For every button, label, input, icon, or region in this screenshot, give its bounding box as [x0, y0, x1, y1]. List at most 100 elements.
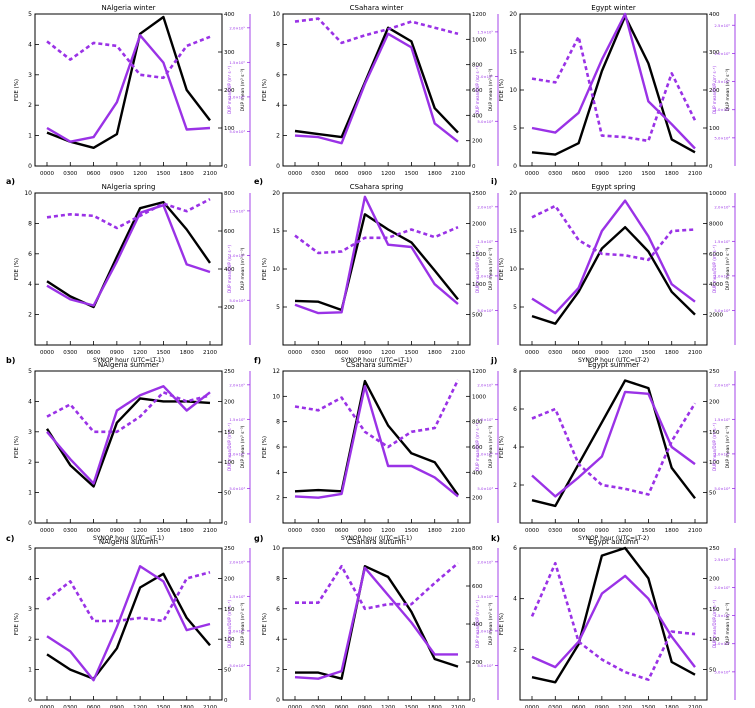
y-tick-label: 4 — [276, 469, 280, 476]
x-tick-label: 1200 — [381, 705, 395, 708]
series-line-dup-ratio — [531, 402, 697, 496]
y-tick-label: 10 — [509, 266, 517, 273]
y3-tick-label: 1.0×10⁵ — [229, 628, 245, 633]
y-tick-label: 0 — [28, 520, 32, 527]
y2-tick-label: 200 — [709, 88, 720, 94]
y3-tick-label: 2.0×10⁵ — [477, 204, 493, 209]
y-axis-label: FDE (%) — [14, 613, 20, 635]
x-tick-label: 1800 — [180, 528, 194, 534]
series-line-dup-ratio — [46, 571, 211, 623]
x-tick-label: 0000 — [525, 350, 539, 356]
x-tick-label: 1200 — [381, 171, 395, 177]
x-tick-label: 1500 — [641, 350, 655, 356]
y3-tick-label: 5.0×10⁴ — [477, 486, 493, 491]
series-line-dup-mean — [531, 199, 696, 315]
y-tick-label: 8 — [513, 368, 517, 375]
y3-tick-label: 1.0×10⁵ — [714, 641, 730, 646]
panel-letter: g) — [254, 534, 263, 543]
y3-tick-label: 1.5×10⁵ — [229, 594, 245, 599]
y-tick-label: 20 — [509, 190, 517, 197]
x-tick-label: 0000 — [525, 705, 539, 708]
y-tick-label: 10 — [272, 393, 280, 400]
x-tick-label: 1200 — [618, 528, 632, 534]
y-tick-label: 2 — [276, 495, 280, 502]
x-tick-label: 0300 — [63, 350, 77, 356]
x-tick-label: 2100 — [688, 350, 702, 356]
x-tick-label: 0000 — [525, 171, 539, 177]
y3-tick-label: 5.0×10⁴ — [714, 135, 730, 140]
y-tick-label: 1 — [28, 490, 32, 497]
y-tick-label: 4 — [28, 575, 32, 582]
x-tick-label: 2100 — [203, 171, 217, 177]
panel-letter: c) — [6, 534, 14, 543]
panel-letter: j) — [490, 356, 497, 365]
x-tick-label: 0900 — [110, 171, 124, 177]
y3-axis-label: DUP mean/DUP (m³ s⁻³) — [227, 245, 232, 293]
y2-tick-label: 200 — [224, 576, 235, 582]
panel-h: CSahara autumnh)000003000600090012001500… — [262, 538, 499, 708]
y2-tick-label: 200 — [224, 399, 235, 405]
plot-frame — [282, 370, 471, 524]
x-tick-label: 1800 — [665, 705, 679, 708]
x-tick-label: 1500 — [156, 171, 170, 177]
panel-title: Egypt summer — [588, 361, 639, 369]
series-line-dup-mean — [294, 195, 459, 315]
x-tick-label: 0900 — [110, 350, 124, 356]
y3-tick-label: 1.5×10⁵ — [229, 417, 245, 422]
x-tick-label: 1800 — [665, 350, 679, 356]
y3-tick-label: 5.0×10⁴ — [477, 308, 493, 313]
x-tick-label: 1800 — [428, 171, 442, 177]
series-line-dup-ratio — [531, 35, 697, 143]
y3-tick-label: 5.0×10⁴ — [714, 308, 730, 313]
y2-axis-label: DUP mean (m³ s⁻³) — [240, 247, 246, 290]
y2-tick-label: 0 — [224, 164, 228, 170]
y3-axis-label: DUP mean/DUP (m³ s⁻³) — [712, 66, 717, 114]
x-tick-label: 0600 — [335, 171, 349, 177]
panel-letter: e) — [254, 177, 263, 186]
y2-tick-label: 600 — [224, 229, 235, 235]
y-tick-label: 2 — [276, 133, 280, 140]
x-tick-label: 0300 — [311, 171, 325, 177]
y2-tick-label: 600 — [472, 88, 483, 94]
y2-axis-label: DUP mean (m³ s⁻³) — [240, 425, 246, 468]
y2-tick-label: 200 — [224, 88, 235, 94]
y3-axis-label: DUP mean/DUP (m³ s⁻³) — [475, 600, 480, 648]
series-line-dup-ratio — [531, 204, 696, 262]
x-tick-label: 0000 — [288, 705, 302, 708]
x-tick-label: 0300 — [311, 350, 325, 356]
x-tick-label: 0900 — [358, 705, 372, 708]
series-line-fde — [46, 572, 211, 680]
panel-title: CSahara winter — [350, 4, 404, 12]
y2-tick-label: 0 — [709, 164, 713, 170]
y2-tick-label: 8000 — [709, 221, 723, 227]
x-tick-label: 0000 — [40, 350, 54, 356]
x-tick-label: 1500 — [641, 528, 655, 534]
x-tick-label: 0300 — [311, 705, 325, 708]
x-tick-label: 0900 — [595, 171, 609, 177]
y2-axis-label: DUP mean (m³ s⁻³) — [488, 425, 494, 468]
x-tick-label: 0900 — [595, 528, 609, 534]
y2-tick-label: 2000 — [709, 313, 723, 319]
y-tick-label: 4 — [28, 398, 32, 405]
y-tick-label: 15 — [509, 49, 517, 56]
x-tick-label: 0300 — [548, 705, 562, 708]
series-line-dup-mean — [531, 390, 696, 498]
y3-tick-label: 2.5×10⁵ — [714, 23, 730, 28]
series-line-fde — [294, 213, 459, 312]
y-tick-label: 2 — [28, 636, 32, 643]
y3-axis-label: DUP mean/DUP (m³ s⁻³) — [475, 66, 480, 114]
y-tick-label: 2 — [513, 646, 517, 653]
y3-tick-label: 2.0×10⁵ — [714, 51, 730, 56]
y3-tick-label: 2.0×10⁵ — [714, 382, 730, 387]
y2-tick-label: 0 — [224, 521, 228, 527]
y-tick-label: 1 — [28, 133, 32, 140]
y-tick-label: 15 — [272, 228, 280, 235]
series-line-fde — [45, 397, 211, 488]
y2-tick-label: 150 — [224, 607, 235, 613]
y-axis-label: FDE (%) — [499, 79, 505, 101]
y-axis-label: FDE (%) — [499, 436, 505, 458]
x-tick-label: 0300 — [63, 171, 77, 177]
y3-tick-label: 1.5×10⁵ — [229, 60, 245, 65]
y3-tick-label: 2.0×10⁵ — [229, 25, 245, 30]
